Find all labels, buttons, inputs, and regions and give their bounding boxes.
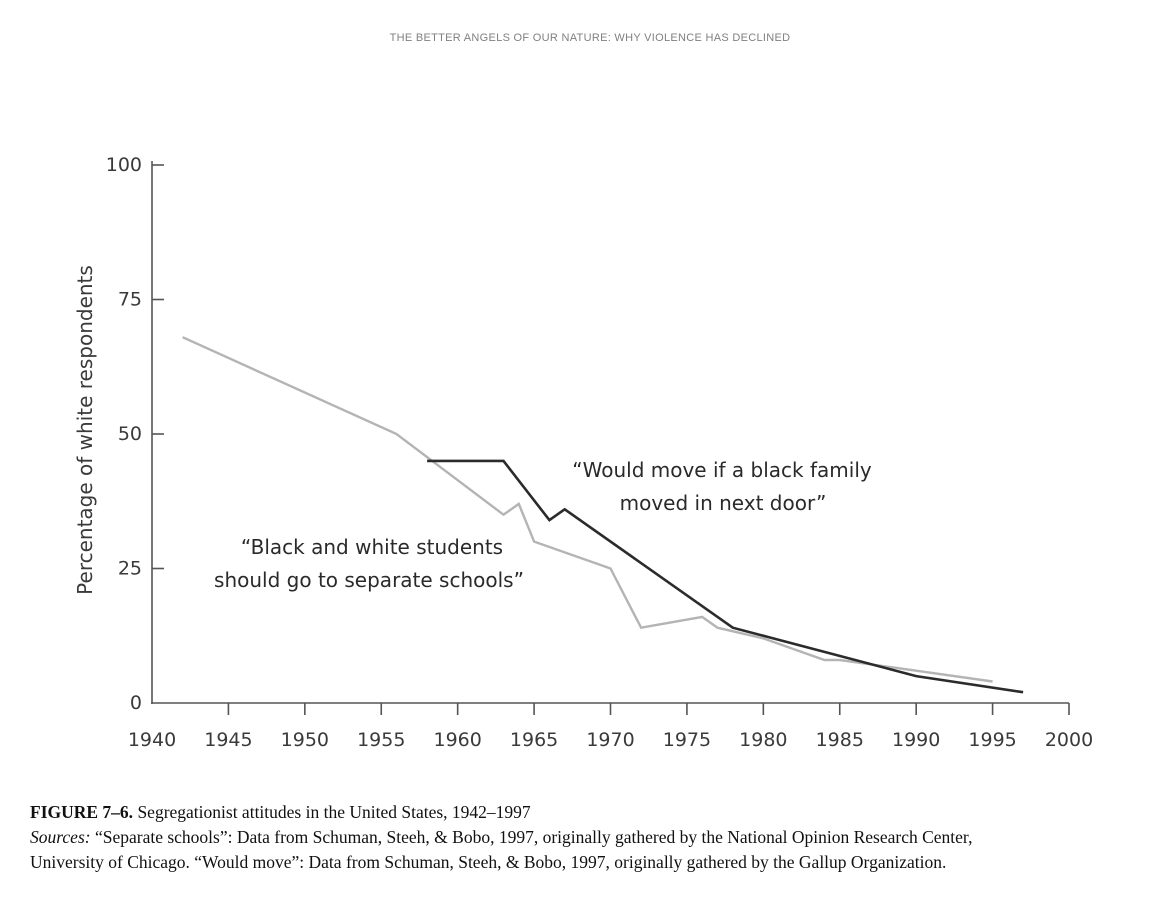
sources-text: “Separate schools”: Data from Schuman, S… xyxy=(94,827,973,847)
chart-axes xyxy=(151,161,1069,704)
x-tick-label: 1995 xyxy=(968,729,1016,751)
chart-annotations: “Black and white students should go to se… xyxy=(214,458,872,592)
x-tick-label: 1955 xyxy=(357,729,405,751)
caption-sources-line-2: University of Chicago. “Would move”: Dat… xyxy=(30,850,1150,875)
y-tick-label: 0 xyxy=(130,692,142,714)
series-line-would-move xyxy=(427,459,1024,694)
figure-title: Segregationist attitudes in the United S… xyxy=(137,802,531,822)
x-tick-label: 1965 xyxy=(510,729,558,751)
running-head: THE BETTER ANGELS OF OUR NATURE: WHY VIO… xyxy=(389,32,791,44)
sources-label: Sources: xyxy=(30,827,91,847)
x-axis-ticks: 1940 1945 1950 1955 1960 1965 1970 1975 1980 1985… xyxy=(128,703,1093,751)
y-axis-ticks: 0 25 50 75 100 xyxy=(106,154,164,714)
caption-sources-line: Sources: “Separate schools”: Data from S… xyxy=(30,825,1150,850)
annotation-separate-schools-line-2: should go to separate schools” xyxy=(214,568,524,592)
figure-number: FIGURE 7–6. xyxy=(30,802,134,822)
x-tick-label: 1960 xyxy=(433,729,481,751)
y-tick-label: 50 xyxy=(118,423,142,445)
x-tick-label: 1950 xyxy=(281,729,329,751)
x-tick-label: 1975 xyxy=(663,729,711,751)
x-tick-label: 1945 xyxy=(204,729,252,751)
x-tick-label: 2000 xyxy=(1045,729,1093,751)
sources-text-2: University of Chicago. “Would move”: Dat… xyxy=(30,852,947,872)
annotation-would-move-line-1: “Would move if a black family xyxy=(572,458,872,482)
y-tick-label: 100 xyxy=(106,154,142,176)
x-tick-label: 1990 xyxy=(892,729,940,751)
y-tick-label: 25 xyxy=(118,558,142,580)
chart-series xyxy=(182,336,1024,694)
y-tick-label: 75 xyxy=(118,289,142,311)
figure-caption: FIGURE 7–6. Segregationist attitudes in … xyxy=(30,800,1150,875)
x-tick-label: 1940 xyxy=(128,729,176,751)
x-tick-label: 1985 xyxy=(816,729,864,751)
caption-title-line: FIGURE 7–6. Segregationist attitudes in … xyxy=(30,800,1150,825)
annotation-would-move-line-2: moved in next door” xyxy=(620,491,827,515)
annotation-separate-schools-line-1: “Black and white students xyxy=(241,535,503,559)
x-tick-label: 1970 xyxy=(586,729,634,751)
y-axis-label: Percentage of white respondents xyxy=(73,265,97,595)
series-line-separate-schools xyxy=(182,336,993,683)
x-tick-label: 1980 xyxy=(739,729,787,751)
